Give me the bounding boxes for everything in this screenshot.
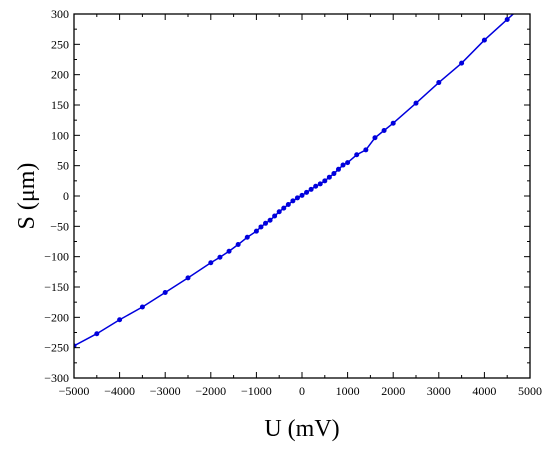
x-axis-ticks: −5000 −4000 −3000 −2000 −1000 0 1000 2000 3000 40…	[59, 14, 542, 398]
y-tick-label: 250	[51, 37, 69, 51]
data-point	[253, 228, 259, 234]
data-point	[345, 160, 351, 166]
data-point	[162, 289, 168, 295]
data-point	[244, 234, 250, 240]
x-axis-title: U (mV)	[264, 416, 339, 442]
data-point	[267, 217, 273, 223]
data-point	[281, 205, 287, 211]
y-tick-label: 200	[51, 68, 69, 82]
data-point	[481, 37, 487, 43]
y-axis-ticks: −300 −250 −200 −150 −100 −50 0 50 100 150 200 250 30…	[44, 7, 530, 385]
data-point	[322, 178, 328, 184]
y-tick-label: 150	[51, 98, 69, 112]
data-point	[208, 260, 214, 266]
x-tick-label: 5000	[518, 384, 542, 398]
x-tick-label: −3000	[150, 384, 181, 398]
data-point	[331, 171, 337, 177]
x-tick-label: 1000	[336, 384, 360, 398]
data-point	[354, 152, 360, 158]
y-tick-label: −300	[44, 371, 69, 385]
plot-content	[74, 14, 515, 349]
data-point	[272, 213, 278, 219]
data-point	[285, 201, 291, 207]
data-point	[263, 220, 269, 226]
y-tick-label: −50	[50, 219, 69, 233]
data-point	[459, 60, 465, 66]
data-point	[235, 242, 241, 248]
data-point	[117, 317, 123, 323]
data-point	[326, 174, 332, 180]
data-point	[372, 135, 378, 141]
data-point	[413, 100, 419, 106]
data-point	[139, 304, 145, 310]
x-tick-label: −2000	[195, 384, 226, 398]
data-point	[335, 166, 341, 172]
y-tick-label: −100	[44, 250, 69, 264]
data-point	[294, 195, 300, 201]
data-point	[381, 127, 387, 133]
x-tick-label: 2000	[381, 384, 405, 398]
data-point	[299, 192, 305, 198]
data-point	[217, 254, 223, 260]
data-point	[276, 209, 282, 215]
data-point	[313, 183, 319, 189]
y-tick-label: 50	[57, 159, 69, 173]
data-point	[185, 275, 191, 281]
data-point	[94, 331, 100, 337]
data-point	[436, 80, 442, 86]
y-tick-label: 0	[63, 189, 69, 203]
data-point	[308, 186, 314, 192]
data-point	[390, 120, 396, 126]
data-point	[317, 181, 323, 187]
y-axis-title: S (μm)	[14, 163, 40, 230]
x-tick-label: −1000	[241, 384, 272, 398]
data-point	[258, 224, 264, 230]
x-tick-label: 4000	[472, 384, 496, 398]
x-tick-label: −4000	[104, 384, 135, 398]
data-point	[340, 162, 346, 168]
x-tick-label: 0	[299, 384, 305, 398]
data-point	[226, 248, 232, 254]
y-tick-label: 300	[51, 7, 69, 21]
y-tick-label: −200	[44, 310, 69, 324]
data-point	[363, 147, 369, 153]
y-tick-label: 100	[51, 128, 69, 142]
y-tick-label: −150	[44, 280, 69, 294]
y-tick-label: −250	[44, 341, 69, 355]
x-tick-label: 3000	[427, 384, 451, 398]
data-point	[290, 198, 296, 204]
data-point	[504, 16, 510, 22]
x-tick-label: −5000	[59, 384, 90, 398]
data-point	[304, 189, 310, 195]
